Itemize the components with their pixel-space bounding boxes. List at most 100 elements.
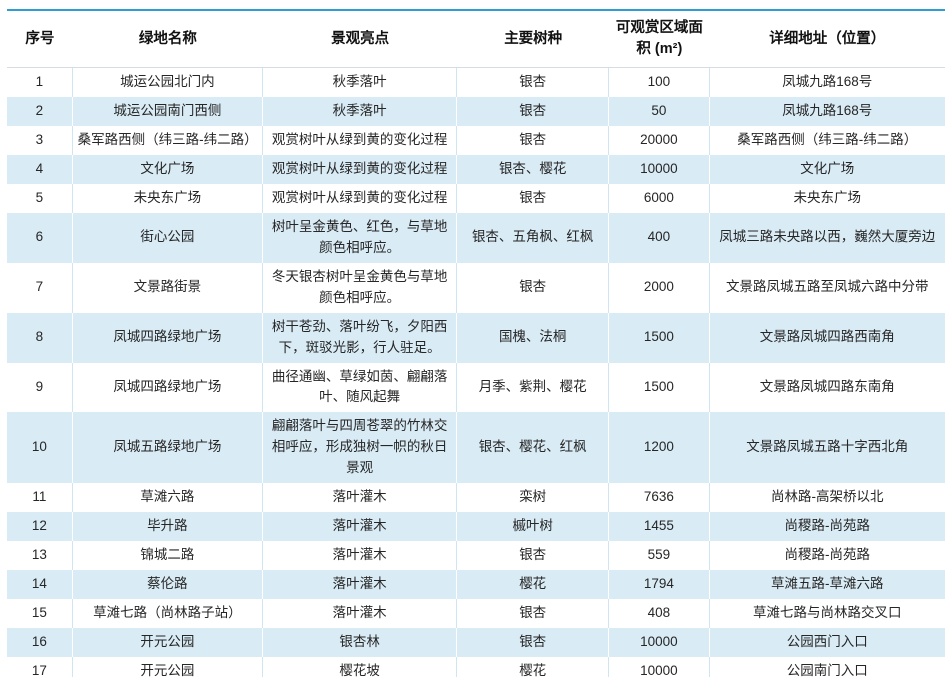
table-cell: 凤城四路绿地广场	[72, 312, 264, 363]
table-cell: 11	[7, 483, 73, 513]
table-cell: 7	[7, 262, 73, 313]
table-cell: 文景路凤城五路十字西北角	[709, 412, 945, 484]
table-cell: 草滩五路-草滩六路	[709, 570, 945, 600]
table-cell: 1794	[609, 570, 710, 600]
table-cell: 10	[7, 412, 73, 484]
table-cell: 落叶灌木	[263, 512, 458, 542]
table-row: 5 未央东广场 观赏树叶从绿到黄的变化过程 银杏 6000 未央东广场	[7, 184, 945, 214]
table-cell: 银杏林	[263, 628, 458, 658]
table-cell: 公园西门入口	[709, 628, 945, 658]
table-cell: 曲径通幽、草绿如茵、翩翩落叶、随风起舞	[263, 362, 458, 413]
table-cell: 锦城二路	[72, 541, 264, 571]
table-row: 15 草滩七路（尚林路子站） 落叶灌木 银杏 408 草滩七路与尚林路交叉口	[7, 599, 945, 629]
table-cell: 14	[7, 570, 73, 600]
table-cell: 冬天银杏树叶呈金黄色与草地颜色相呼应。	[263, 262, 458, 313]
table-cell: 观赏树叶从绿到黄的变化过程	[263, 126, 458, 156]
table-row: 10 凤城五路绿地广场 翩翩落叶与四周苍翠的竹林交相呼应，形成独树一帜的秋日景观 银杏…	[7, 412, 945, 484]
table-cell: 城运公园南门西侧	[72, 97, 264, 127]
table-cell: 银杏	[457, 126, 610, 156]
table-cell: 树干苍劲、落叶纷飞，夕阳西下，斑驳光影，行人驻足。	[263, 312, 458, 363]
table-cell: 街心公园	[72, 213, 264, 263]
table-cell: 凤城九路168号	[709, 68, 945, 98]
table-cell: 100	[609, 68, 710, 98]
table-cell: 开元公园	[72, 657, 264, 677]
table-cell: 草滩六路	[72, 483, 264, 513]
table-row: 17 开元公园 樱花坡 樱花 10000 公园南门入口	[7, 657, 945, 677]
table-row: 14 蔡伦路 落叶灌木 樱花 1794 草滩五路-草滩六路	[7, 570, 945, 600]
table-cell: 银杏	[457, 68, 610, 98]
table-cell: 银杏	[457, 184, 610, 214]
table-cell: 公园南门入口	[709, 657, 945, 677]
table-cell: 文景路凤城四路西南角	[709, 312, 945, 363]
table-body: 1 城运公园北门内 秋季落叶 银杏 100 凤城九路168号 2 城运公园南门西侧 秋季落叶 银杏…	[7, 68, 945, 677]
table-cell: 文化广场	[72, 155, 264, 185]
table-cell: 栾树	[457, 483, 610, 513]
table-row: 4 文化广场 观赏树叶从绿到黄的变化过程 银杏、樱花 10000 文化广场	[7, 155, 945, 185]
table-cell: 16	[7, 628, 73, 658]
table-cell: 10000	[609, 155, 710, 185]
table-cell: 毕升路	[72, 512, 264, 542]
table-cell: 落叶灌木	[263, 541, 458, 571]
column-header-3: 主要树种	[457, 11, 610, 69]
table-cell: 银杏	[457, 599, 610, 629]
table-cell: 10000	[609, 628, 710, 658]
table-cell: 文景路凤城五路至凤城六路中分带	[709, 262, 945, 313]
table-cell: 15	[7, 599, 73, 629]
table-cell: 1455	[609, 512, 710, 542]
table-cell: 桑军路西侧（纬三路-纬二路）	[72, 126, 264, 156]
green-space-table: 序号 绿地名称 景观亮点 主要树种 可观赏区域面积 (m²) 详细地址（位置） 1 城运公园…	[7, 9, 945, 677]
table-cell: 文景路街景	[72, 262, 264, 313]
table-cell: 桑军路西侧（纬三路-纬二路）	[709, 126, 945, 156]
table-cell: 1500	[609, 362, 710, 413]
table-cell: 凤城九路168号	[709, 97, 945, 127]
table-cell: 50	[609, 97, 710, 127]
table-cell: 4	[7, 155, 73, 185]
table-row: 3 桑军路西侧（纬三路-纬二路） 观赏树叶从绿到黄的变化过程 银杏 20000 桑军路西侧…	[7, 126, 945, 156]
table-cell: 9	[7, 362, 73, 413]
table-cell: 秋季落叶	[263, 97, 458, 127]
table-row: 2 城运公园南门西侧 秋季落叶 银杏 50 凤城九路168号	[7, 97, 945, 127]
table-cell: 尚林路-高架桥以北	[709, 483, 945, 513]
table-cell: 树叶呈金黄色、红色，与草地颜色相呼应。	[263, 213, 458, 263]
table-cell: 未央东广场	[72, 184, 264, 214]
table-cell: 落叶灌木	[263, 599, 458, 629]
table-cell: 银杏	[457, 97, 610, 127]
table-cell: 樱花	[457, 570, 610, 600]
table-cell: 1500	[609, 312, 710, 363]
table-cell: 草滩七路与尚林路交叉口	[709, 599, 945, 629]
table-row: 8 凤城四路绿地广场 树干苍劲、落叶纷飞，夕阳西下，斑驳光影，行人驻足。 国槐、法桐 1…	[7, 312, 945, 363]
table-cell: 凤城四路绿地广场	[72, 362, 264, 413]
table-cell: 观赏树叶从绿到黄的变化过程	[263, 155, 458, 185]
table-row: 7 文景路街景 冬天银杏树叶呈金黄色与草地颜色相呼应。 银杏 2000 文景路凤城五路至凤…	[7, 262, 945, 313]
table-cell: 蔡伦路	[72, 570, 264, 600]
column-header-2: 景观亮点	[263, 11, 458, 69]
column-header-4: 可观赏区域面积 (m²)	[609, 11, 710, 69]
table-header: 序号 绿地名称 景观亮点 主要树种 可观赏区域面积 (m²) 详细地址（位置）	[7, 11, 945, 69]
table-cell: 5	[7, 184, 73, 214]
column-header-1: 绿地名称	[72, 11, 264, 69]
table-cell: 银杏、五角枫、红枫	[457, 213, 610, 263]
table-cell: 槭叶树	[457, 512, 610, 542]
table-cell: 凤城五路绿地广场	[72, 412, 264, 484]
table-cell: 7636	[609, 483, 710, 513]
table-cell: 3	[7, 126, 73, 156]
table-cell: 未央东广场	[709, 184, 945, 214]
table-cell: 6000	[609, 184, 710, 214]
table-cell: 樱花	[457, 657, 610, 677]
table-cell: 尚稷路-尚苑路	[709, 512, 945, 542]
table-row: 16 开元公园 银杏林 银杏 10000 公园西门入口	[7, 628, 945, 658]
table-row: 13 锦城二路 落叶灌木 银杏 559 尚稷路-尚苑路	[7, 541, 945, 571]
table-row: 11 草滩六路 落叶灌木 栾树 7636 尚林路-高架桥以北	[7, 483, 945, 513]
table-row: 9 凤城四路绿地广场 曲径通幽、草绿如茵、翩翩落叶、随风起舞 月季、紫荆、樱花 1500…	[7, 362, 945, 413]
table-row: 6 街心公园 树叶呈金黄色、红色，与草地颜色相呼应。 银杏、五角枫、红枫 400 凤城三路…	[7, 213, 945, 263]
table-cell: 408	[609, 599, 710, 629]
table-cell: 观赏树叶从绿到黄的变化过程	[263, 184, 458, 214]
table-cell: 1200	[609, 412, 710, 484]
table-cell: 20000	[609, 126, 710, 156]
table-cell: 开元公园	[72, 628, 264, 658]
table-cell: 2000	[609, 262, 710, 313]
table-cell: 银杏	[457, 628, 610, 658]
header-row: 序号 绿地名称 景观亮点 主要树种 可观赏区域面积 (m²) 详细地址（位置）	[7, 11, 945, 69]
table-cell: 8	[7, 312, 73, 363]
